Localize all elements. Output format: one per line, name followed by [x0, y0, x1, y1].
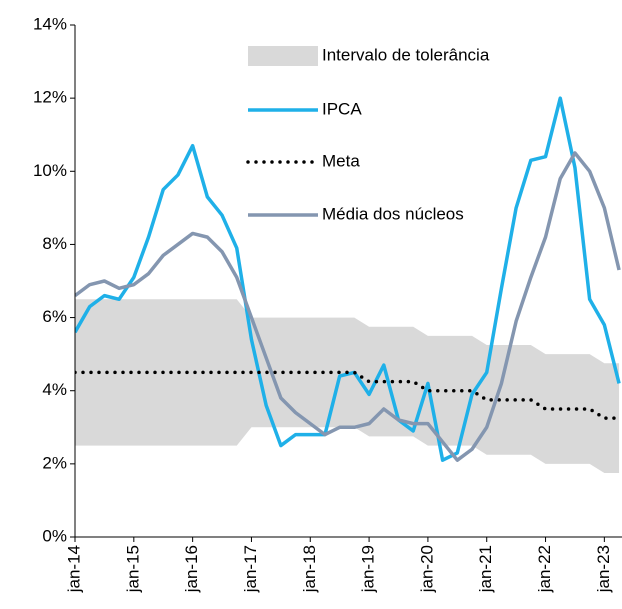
- x-tick-label: jan-19: [359, 545, 378, 593]
- x-tick-label: jan-22: [535, 545, 554, 593]
- y-tick-label: 14%: [33, 14, 67, 33]
- tolerance-band: [75, 299, 620, 473]
- x-tick-label: jan-17: [241, 545, 260, 593]
- x-tick-label: jan-23: [594, 545, 613, 593]
- plot-area: [75, 96, 621, 473]
- y-tick-label: 4%: [42, 380, 67, 399]
- legend-swatch: [248, 46, 318, 66]
- x-tick-label: jan-16: [182, 545, 201, 593]
- x-tick-label: jan-21: [476, 545, 495, 593]
- x-tick-label: jan-18: [300, 545, 319, 593]
- x-tick-label: jan-15: [123, 545, 142, 593]
- legend-label: Média dos núcleos: [322, 204, 464, 223]
- y-tick-label: 2%: [42, 453, 67, 472]
- series-line: [75, 96, 621, 462]
- series-line: [75, 370, 621, 420]
- y-tick-label: 0%: [42, 526, 67, 545]
- y-tick-label: 10%: [33, 161, 67, 180]
- x-tick-label: jan-14: [64, 545, 83, 593]
- legend-label: Intervalo de tolerância: [322, 45, 490, 64]
- x-tick-label: jan-20: [417, 545, 436, 593]
- y-tick-label: 8%: [42, 234, 67, 253]
- y-tick-label: 12%: [33, 88, 67, 107]
- legend-label: Meta: [322, 151, 360, 170]
- series-line: [75, 151, 621, 462]
- y-tick-label: 6%: [42, 307, 67, 326]
- legend-label: IPCA: [322, 99, 362, 118]
